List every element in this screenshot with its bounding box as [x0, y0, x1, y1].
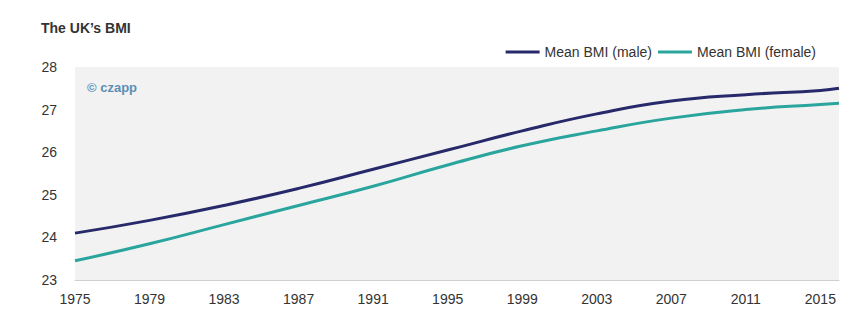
svg-text:2007: 2007 [656, 291, 687, 307]
svg-text:Mean BMI (female): Mean BMI (female) [697, 44, 816, 60]
svg-text:23: 23 [41, 272, 57, 288]
svg-text:24: 24 [41, 229, 57, 245]
svg-text:1987: 1987 [283, 291, 314, 307]
svg-text:28: 28 [41, 59, 57, 75]
svg-text:26: 26 [41, 144, 57, 160]
svg-text:2011: 2011 [731, 291, 761, 307]
svg-text:1975: 1975 [59, 291, 90, 307]
svg-text:1999: 1999 [507, 291, 538, 307]
svg-text:2015: 2015 [805, 291, 836, 307]
svg-text:1979: 1979 [134, 291, 165, 307]
svg-text:1983: 1983 [208, 291, 239, 307]
svg-text:25: 25 [41, 187, 57, 203]
svg-text:1991: 1991 [358, 291, 389, 307]
svg-text:1995: 1995 [432, 291, 463, 307]
svg-text:2003: 2003 [581, 291, 612, 307]
svg-text:© czapp: © czapp [87, 80, 137, 95]
svg-text:Mean BMI (male): Mean BMI (male) [545, 44, 652, 60]
svg-text:The UK’s BMI: The UK’s BMI [41, 20, 131, 36]
svg-text:27: 27 [41, 102, 57, 118]
